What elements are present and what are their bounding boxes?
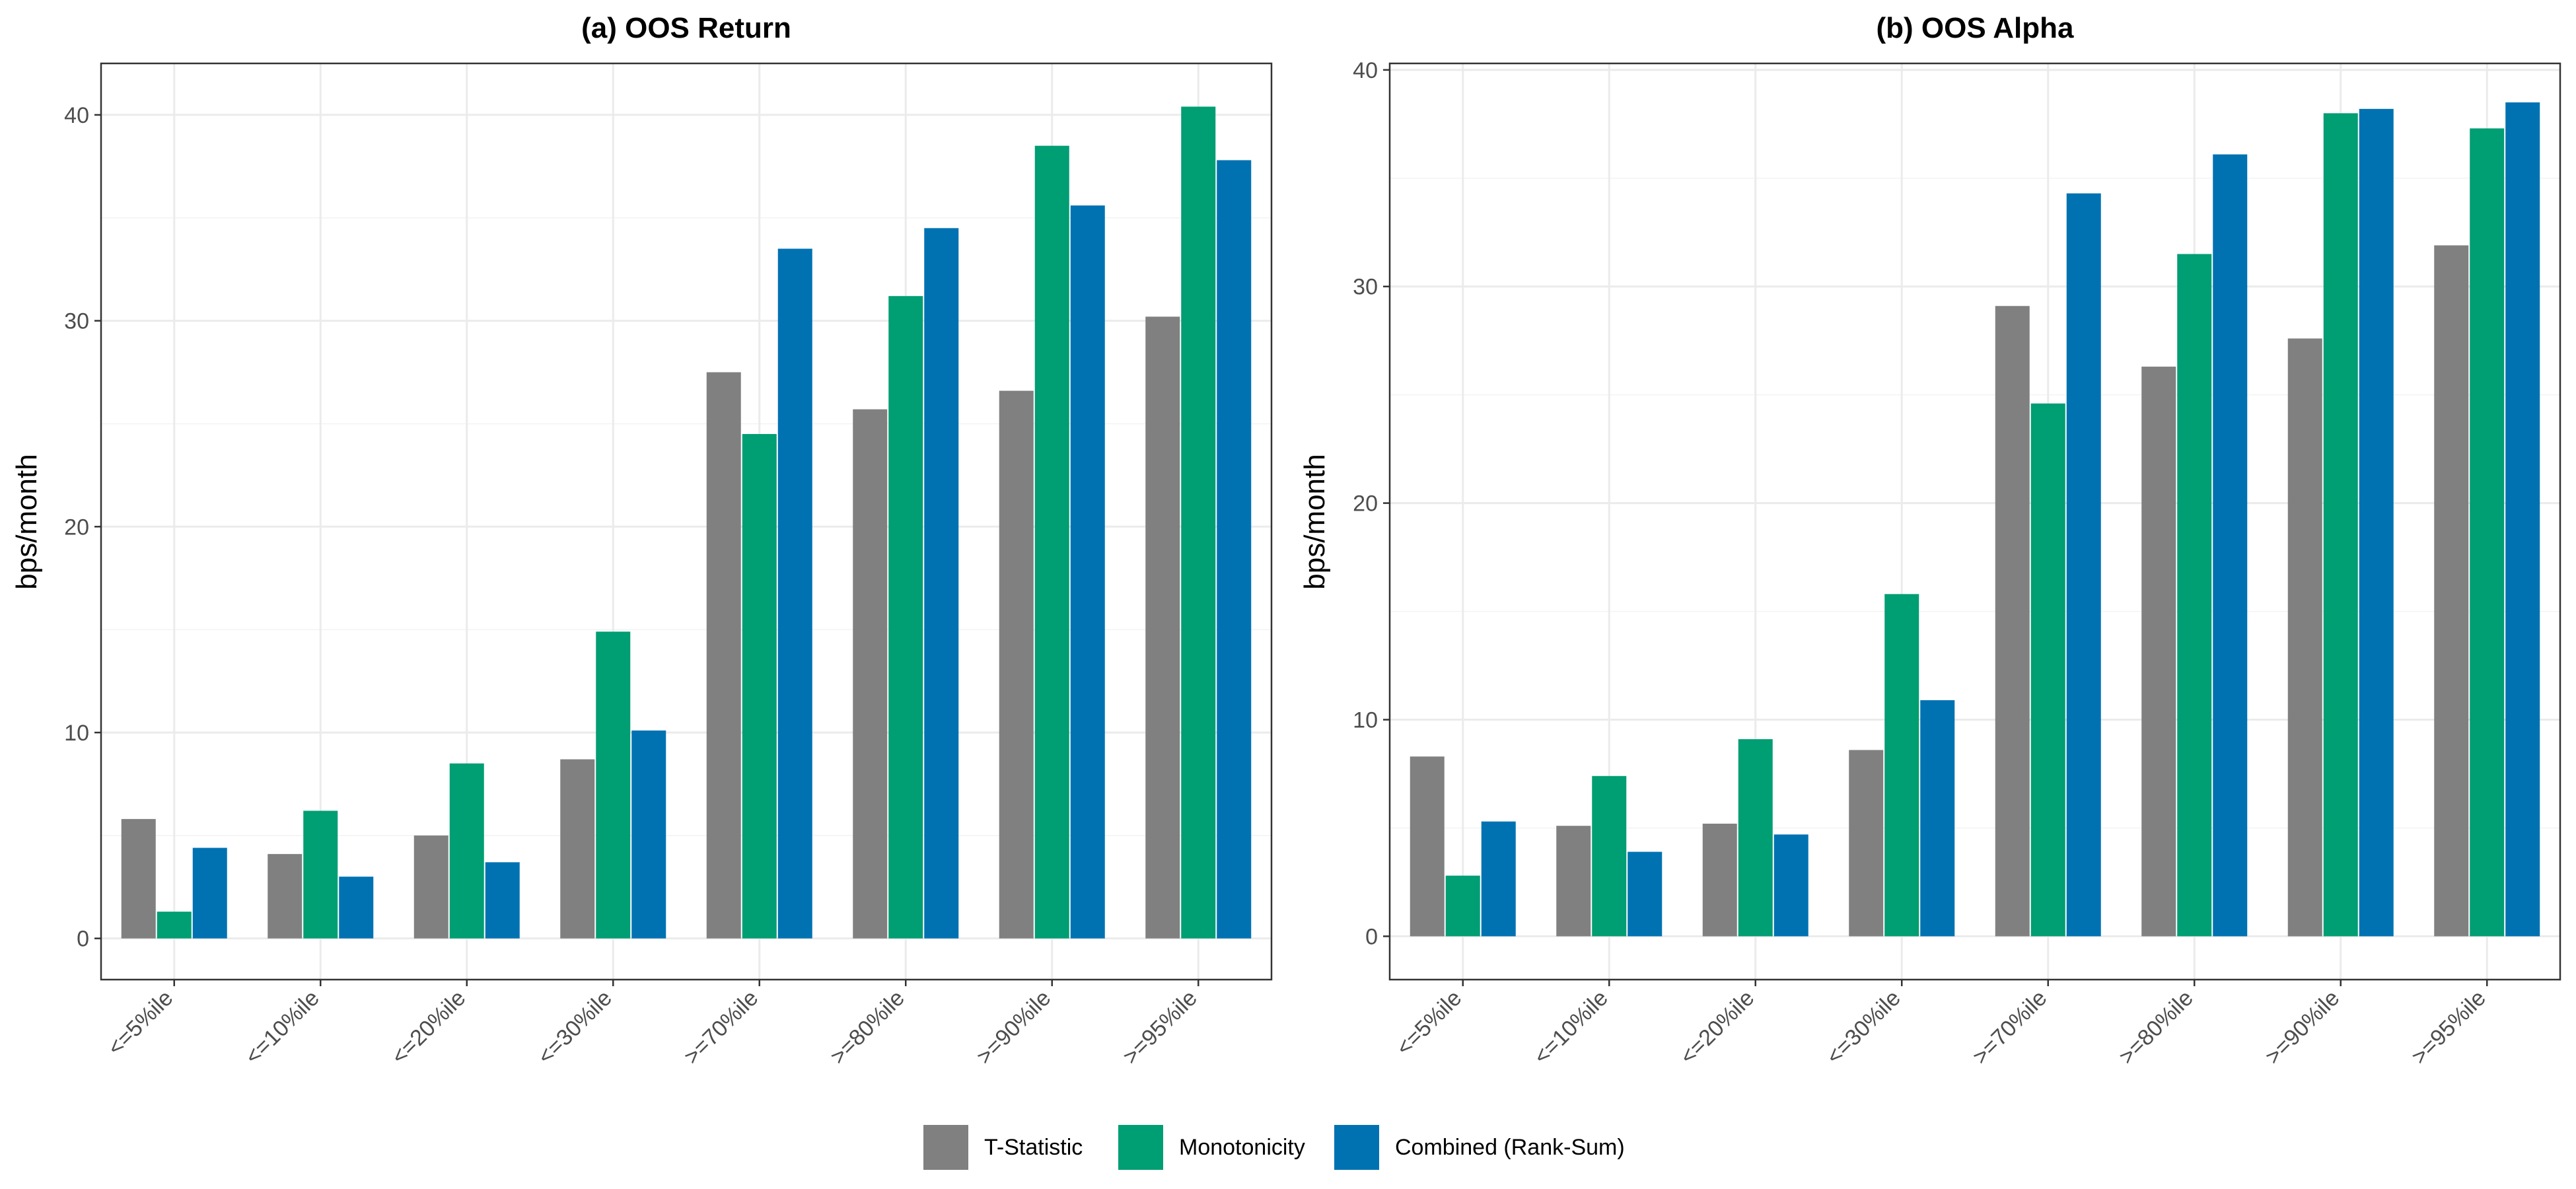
bar-monotonicity-80-ile (2177, 254, 2212, 937)
bar-combined-rank-sum-95-ile (1217, 160, 1252, 939)
bar-combined-rank-sum-10-ile (1628, 851, 1663, 937)
bar-t-statistic-10-ile (268, 853, 303, 939)
bar-monotonicity-5-ile (157, 912, 192, 939)
legend-label: Monotonicity (1179, 1135, 1305, 1160)
bar-monotonicity-10-ile (303, 811, 338, 939)
legend-swatch (923, 1125, 968, 1170)
bar-monotonicity-70-ile (2030, 403, 2065, 937)
bar-combined-rank-sum-95-ile (2505, 102, 2540, 937)
y-axis-title: bps/month (11, 454, 43, 589)
bar-combined-rank-sum-30-ile (1920, 700, 1955, 937)
bar-t-statistic-5-ile (1410, 756, 1445, 937)
y-tick-label: 40 (64, 103, 89, 128)
y-tick-label: 10 (64, 721, 89, 746)
bar-t-statistic-10-ile (1556, 826, 1591, 937)
bar-combined-rank-sum-90-ile (2359, 108, 2394, 937)
bar-monotonicity-20-ile (449, 763, 484, 939)
panel-title: (b) OOS Alpha (1876, 12, 2074, 44)
legend-item-combined-rank-sum: Combined (Rank-Sum) (1334, 1125, 1625, 1170)
bar-t-statistic-80-ile (2141, 367, 2176, 937)
bar-monotonicity-95-ile (1181, 106, 1216, 939)
bar-t-statistic-95-ile (2434, 245, 2469, 937)
bar-combined-rank-sum-70-ile (2066, 193, 2101, 937)
bar-monotonicity-95-ile (2470, 128, 2505, 937)
bar-t-statistic-90-ile (999, 390, 1034, 939)
panel-title: (a) OOS Return (581, 12, 791, 44)
bar-combined-rank-sum-80-ile (2213, 154, 2248, 937)
bar-combined-rank-sum-20-ile (1773, 834, 1808, 937)
legend-swatch (1334, 1125, 1379, 1170)
bar-monotonicity-30-ile (1884, 594, 1919, 937)
legend-label: Combined (Rank-Sum) (1395, 1135, 1625, 1160)
bar-combined-rank-sum-5-ile (192, 847, 227, 939)
y-tick-label: 30 (1353, 275, 1378, 300)
y-axis-ticks: 0 10 20 30 40 (1353, 58, 1390, 949)
y-tick-label: 40 (1353, 58, 1378, 83)
bar-t-statistic-30-ile (1849, 750, 1884, 937)
bar-monotonicity-30-ile (596, 631, 631, 939)
y-tick-label: 20 (64, 515, 89, 540)
bar-t-statistic-70-ile (706, 372, 741, 939)
legend-label: T-Statistic (984, 1135, 1083, 1160)
bar-monotonicity-90-ile (2323, 113, 2358, 937)
bar-t-statistic-5-ile (121, 818, 156, 939)
y-tick-label: 20 (1353, 491, 1378, 517)
bar-monotonicity-5-ile (1445, 875, 1480, 937)
bar-monotonicity-70-ile (742, 434, 777, 939)
y-axis-title: bps/month (1299, 454, 1331, 589)
bar-t-statistic-20-ile (413, 835, 448, 939)
bar-monotonicity-90-ile (1034, 145, 1069, 939)
bar-combined-rank-sum-80-ile (924, 228, 959, 939)
bar-monotonicity-10-ile (1592, 775, 1627, 937)
panel-border (1388, 62, 2561, 981)
y-tick-label: 10 (1353, 708, 1378, 733)
legend-item-monotonicity: Monotonicity (1118, 1125, 1305, 1170)
bar-monotonicity-20-ile (1738, 739, 1773, 937)
legend-swatch (1118, 1125, 1163, 1170)
panel-border (100, 62, 1273, 981)
bar-combined-rank-sum-30-ile (631, 730, 666, 939)
y-axis-ticks: 0 10 20 30 40 (64, 103, 101, 952)
bar-combined-rank-sum-5-ile (1481, 821, 1516, 937)
bar-combined-rank-sum-90-ile (1070, 205, 1105, 939)
bar-monotonicity-80-ile (888, 296, 923, 939)
bar-combined-rank-sum-10-ile (339, 877, 374, 939)
bars (1410, 102, 2540, 937)
y-tick-label: 30 (64, 309, 89, 334)
bar-t-statistic-80-ile (853, 409, 888, 939)
legend-item-t-statistic: T-Statistic (923, 1125, 1083, 1170)
bar-t-statistic-90-ile (2287, 338, 2322, 937)
bars (121, 106, 1252, 939)
bar-t-statistic-20-ile (1702, 823, 1737, 937)
y-tick-label: 0 (77, 927, 89, 952)
bar-t-statistic-30-ile (560, 759, 595, 939)
bar-combined-rank-sum-70-ile (777, 248, 812, 939)
y-tick-label: 0 (1365, 924, 1378, 949)
legend: T-Statistic Monotonicity Combined (Rank-… (923, 1125, 1625, 1170)
bar-t-statistic-95-ile (1145, 316, 1180, 939)
bar-t-statistic-70-ile (1995, 306, 2030, 937)
bar-combined-rank-sum-20-ile (485, 862, 520, 939)
